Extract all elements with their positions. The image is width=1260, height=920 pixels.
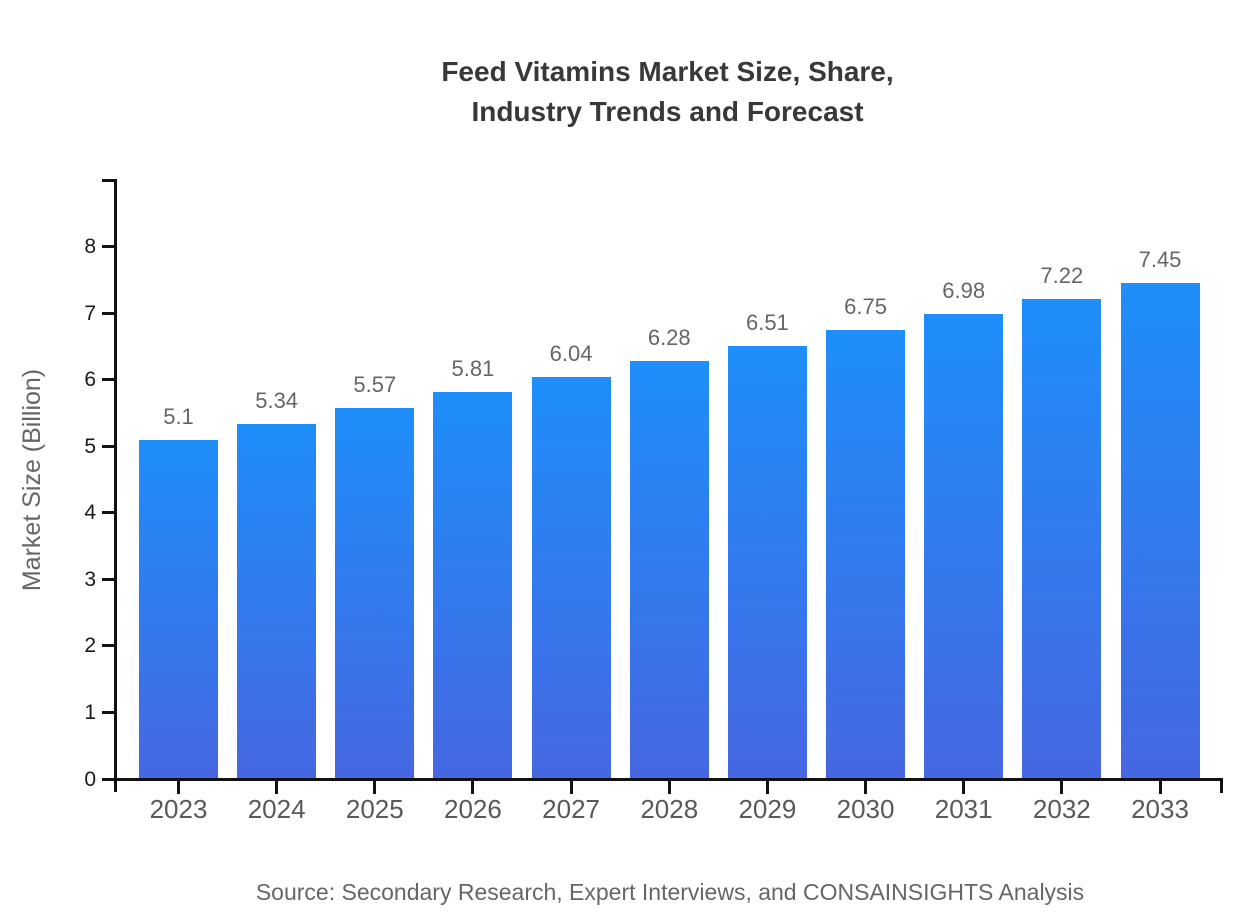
- x-tick-label: 2032: [1032, 794, 1091, 824]
- y-tick-label: 3: [84, 567, 96, 591]
- bar: [826, 329, 906, 779]
- y-tick-label: 5: [84, 434, 96, 458]
- bar-value-label: 7.45: [1138, 247, 1182, 273]
- x-tick-label: 2030: [836, 794, 895, 824]
- bar-value-label: 6.51: [745, 309, 789, 335]
- bar: [924, 314, 1004, 779]
- bar-value-label: 5.34: [255, 387, 299, 413]
- y-axis-label: Market Size (Billion): [18, 368, 46, 592]
- bar: [531, 377, 611, 779]
- y-axis-endcap-tick: [102, 179, 116, 182]
- chart-title: Feed Vitamins Market Size, Share, Indust…: [115, 52, 1220, 132]
- bar-value-label: 5.57: [353, 372, 397, 398]
- x-tick-label: 2029: [738, 794, 797, 824]
- bar: [237, 423, 317, 779]
- x-tick-label: 2031: [934, 794, 993, 824]
- bar: [139, 439, 218, 779]
- y-tick: [102, 710, 116, 714]
- bar: [1120, 283, 1200, 779]
- bar: [335, 408, 415, 779]
- x-tick-label: 2027: [542, 794, 601, 824]
- x-tick-label: 2028: [640, 794, 699, 824]
- y-tick: [102, 644, 116, 648]
- x-tick-label: 2033: [1131, 794, 1189, 824]
- y-axis-line: [114, 179, 117, 792]
- bar-value-label: 5.1: [163, 403, 194, 429]
- bar: [433, 392, 513, 779]
- y-tick: [102, 777, 116, 781]
- y-tick-label: 6: [84, 368, 96, 392]
- y-tick: [102, 511, 116, 515]
- x-tick: [373, 781, 377, 794]
- x-tick-label: 2026: [444, 794, 502, 824]
- chart-title-line-1: Feed Vitamins Market Size, Share,: [441, 56, 894, 87]
- x-tick: [177, 781, 180, 794]
- y-tick: [102, 577, 116, 581]
- bar-value-label: 5.81: [451, 356, 495, 382]
- x-tick: [962, 781, 966, 794]
- y-tick-label: 4: [84, 501, 96, 525]
- x-tick: [1158, 781, 1162, 794]
- x-tick: [275, 781, 279, 794]
- y-tick-label: 0: [84, 767, 96, 791]
- x-tick-label: 2025: [345, 794, 404, 824]
- bar-value-label: 6.28: [647, 325, 691, 351]
- x-axis-endcap-tick: [1220, 779, 1223, 793]
- bar-value-label: 6.98: [942, 278, 986, 304]
- x-tick: [471, 781, 475, 794]
- bar-value-label: 7.22: [1040, 262, 1084, 288]
- x-tick: [765, 781, 769, 794]
- y-tick: [102, 444, 116, 448]
- x-axis-line: [114, 777, 1223, 781]
- bar-value-label: 6.75: [844, 293, 887, 319]
- y-tick: [102, 245, 116, 249]
- source-note: Source: Secondary Research, Expert Inter…: [255, 879, 1085, 905]
- y-tick: [102, 311, 116, 315]
- y-tick-label: 1: [84, 700, 96, 724]
- y-tick-label: 7: [84, 301, 96, 325]
- y-tick-label: 8: [84, 235, 96, 259]
- bar: [629, 361, 709, 779]
- y-tick: [102, 378, 116, 382]
- y-tick-label: 2: [84, 634, 96, 658]
- x-tick-label: 2023: [149, 794, 208, 824]
- bar: [727, 345, 807, 779]
- x-tick: [569, 781, 573, 794]
- x-tick: [864, 781, 868, 794]
- chart-title-line-2: Industry Trends and Forecast: [471, 96, 864, 127]
- x-tick-label: 2024: [247, 794, 306, 824]
- x-tick: [667, 781, 671, 794]
- bar: [1022, 298, 1102, 779]
- x-tick: [1060, 781, 1064, 794]
- bar-value-label: 6.04: [549, 341, 593, 367]
